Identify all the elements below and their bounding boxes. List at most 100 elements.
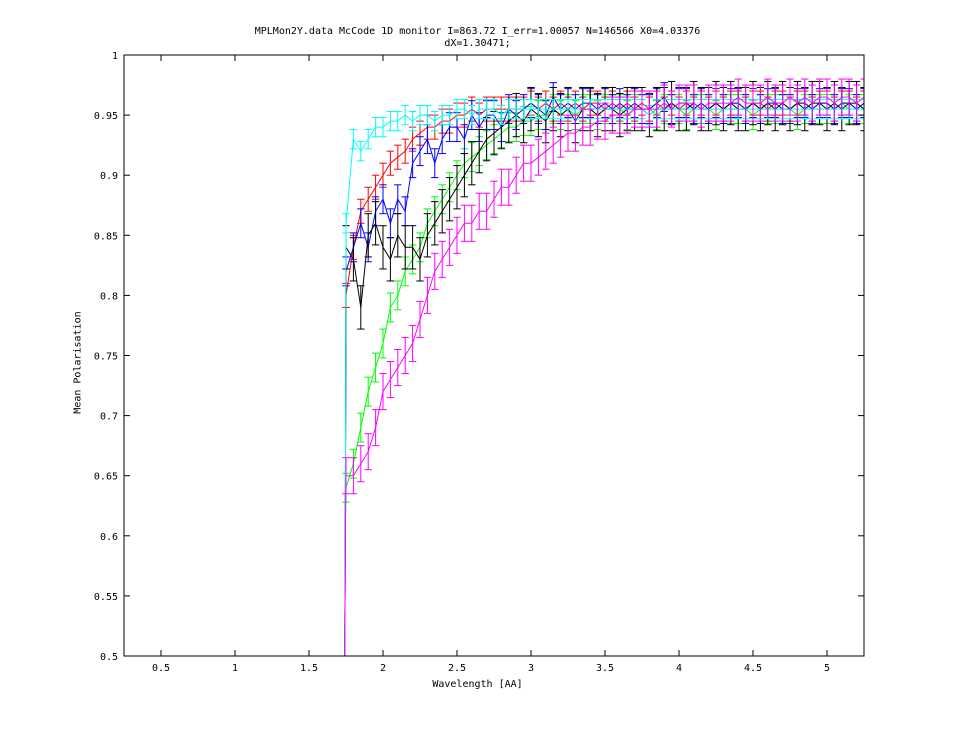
error-bar: [512, 98, 520, 120]
error-bar: [364, 186, 372, 212]
error-bar: [505, 98, 513, 120]
error-bar: [482, 117, 491, 162]
x-tick-label: 2.5: [448, 663, 466, 674]
y-tick-label: 0.75: [94, 352, 118, 363]
error-bar: [860, 94, 864, 125]
x-tick-label: 3: [528, 663, 534, 674]
error-bar: [860, 88, 864, 119]
series-line: [344, 96, 864, 656]
x-tick-label: 2: [380, 663, 386, 674]
error-bar: [394, 213, 402, 258]
x-tick-label: 5: [824, 663, 830, 674]
error-bar: [394, 110, 402, 132]
error-bar: [482, 98, 491, 120]
error-bar: [741, 84, 750, 122]
error-bar: [690, 84, 698, 122]
error-bar: [379, 328, 387, 359]
error-bar: [786, 78, 794, 116]
error-bar: [468, 104, 476, 126]
error-bar: [608, 96, 617, 134]
error-bar: [342, 213, 350, 234]
series-2: [342, 82, 864, 656]
error-bar: [734, 78, 742, 116]
error-bar: [416, 300, 424, 338]
error-bar: [778, 84, 787, 122]
error-bar: [453, 216, 461, 254]
y-tick-label: 0.9: [100, 171, 118, 182]
error-bar: [423, 104, 432, 126]
error-bar: [830, 84, 839, 122]
x-tick-label: 4: [676, 663, 682, 674]
error-bar: [364, 433, 372, 471]
series-line: [344, 102, 864, 656]
error-bar: [438, 104, 446, 126]
error-bar: [460, 204, 469, 242]
error-bar: [431, 110, 439, 132]
error-bar: [534, 98, 543, 120]
error-bar: [408, 148, 417, 179]
error-bar: [379, 184, 387, 215]
error-bar: [519, 144, 528, 182]
error-bar: [453, 165, 461, 210]
error-bar: [423, 213, 432, 258]
error-bar: [549, 126, 557, 164]
y-tick-label: 0.5: [100, 652, 118, 663]
error-bar: [386, 110, 395, 132]
error-bar: [371, 201, 380, 246]
series-line: [344, 96, 864, 656]
series-1: [342, 88, 864, 656]
error-bar: [475, 129, 483, 174]
error-bar: [394, 144, 402, 170]
error-bar: [364, 129, 372, 150]
error-bar: [364, 376, 372, 407]
error-bar: [371, 352, 380, 383]
error-bar: [845, 78, 853, 116]
y-tick-label: 0.85: [94, 231, 118, 242]
error-bar: [357, 141, 365, 162]
y-tick-label: 0.95: [94, 111, 118, 122]
error-bar: [675, 84, 683, 122]
error-bar: [445, 104, 454, 126]
error-bar: [549, 98, 557, 120]
error-bar: [401, 196, 409, 227]
y-tick-label: 1: [112, 51, 118, 62]
error-bar: [475, 98, 483, 120]
error-bar: [505, 168, 513, 206]
error-bar: [667, 90, 676, 128]
error-bar: [704, 84, 713, 122]
error-bar: [616, 96, 624, 134]
error-bar: [719, 84, 728, 122]
error-bar: [475, 192, 483, 230]
error-bar: [771, 84, 779, 122]
y-axis-label: Mean Polarisation: [72, 311, 84, 414]
error-bar: [371, 409, 380, 447]
error-bar: [490, 180, 498, 218]
error-bar: [342, 457, 350, 495]
series-line: [344, 102, 864, 656]
error-bar: [460, 98, 469, 120]
error-bar: [519, 98, 528, 120]
error-bar: [386, 237, 395, 282]
error-bar: [801, 78, 809, 116]
error-bar: [468, 204, 476, 242]
error-bar: [653, 90, 661, 128]
error-bar: [349, 457, 358, 495]
error-bar: [497, 168, 506, 206]
series-0: [342, 90, 864, 656]
error-bar: [593, 102, 602, 140]
error-bar: [815, 78, 824, 116]
series-5: [342, 78, 864, 656]
error-bar: [460, 153, 469, 198]
x-tick-label: 3.5: [596, 663, 614, 674]
chart-subtitle: dX=1.30471;: [444, 38, 511, 49]
error-bar: [416, 237, 424, 282]
error-bar: [408, 324, 417, 363]
error-bar: [453, 98, 461, 120]
y-tick-label: 0.6: [100, 532, 118, 543]
error-bar: [394, 348, 402, 387]
series-line: [344, 108, 864, 656]
error-bar: [660, 84, 668, 122]
error-bar: [756, 84, 765, 122]
